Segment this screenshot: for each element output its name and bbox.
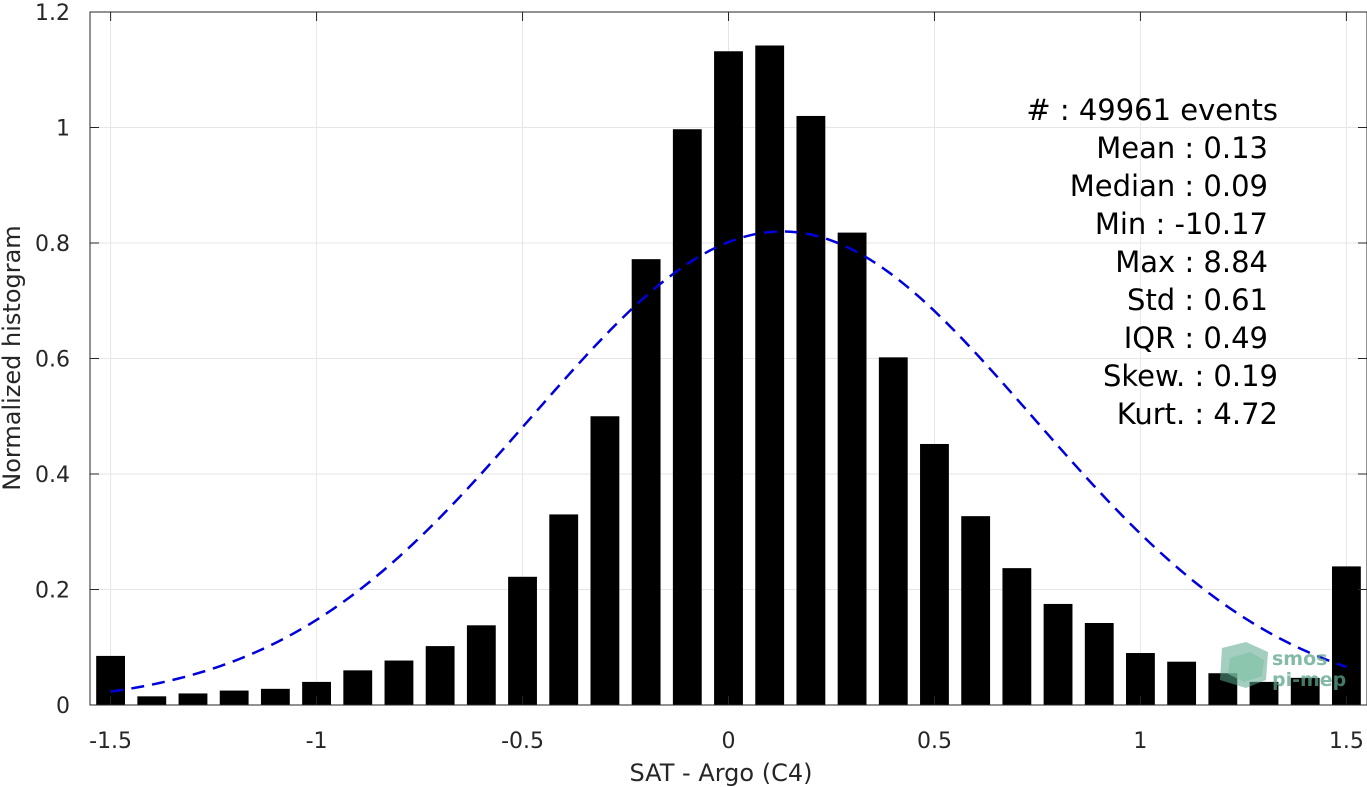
histogram-bar: [137, 696, 167, 705]
histogram-bar: [796, 115, 826, 705]
stats-line: Max : 8.84: [1115, 245, 1268, 279]
x-tick-label: 1: [1133, 729, 1147, 754]
histogram-bar: [961, 516, 991, 705]
histogram-bar: [631, 259, 661, 705]
gaussian-fit-curve: [110, 230, 1347, 693]
histogram-bar: [1249, 681, 1279, 705]
stats-line: Skew. : 0.19: [1103, 359, 1278, 393]
logo-text-pimep: pi-mep: [1272, 669, 1346, 691]
stats-line: # : 49961 events: [1026, 93, 1278, 127]
histogram-bar: [672, 129, 702, 706]
x-tick-label: -1: [306, 729, 328, 754]
histogram-bar: [549, 514, 579, 705]
axis-ticks: [90, 11, 1367, 706]
histogram-bar: [1084, 622, 1114, 705]
y-tick-label: 0: [56, 694, 70, 719]
x-tick-label: -0.5: [501, 729, 544, 754]
logo-text-smos: smos: [1272, 648, 1327, 670]
x-tick-labels: -1.5 -1 -0.5 0 0.5 1 1.5: [89, 729, 1364, 754]
x-tick-label: -1.5: [89, 729, 132, 754]
x-axis-label: SAT - Argo (C4): [630, 759, 813, 787]
histogram-bar: [425, 646, 455, 705]
y-tick-labels: 0 0.2 0.4 0.6 0.8 1 1.2: [35, 1, 70, 719]
smos-pi-mep-logo: smos pi-mep: [1220, 642, 1346, 691]
stats-line: Kurt. : 4.72: [1117, 397, 1278, 431]
bars-group: [96, 45, 1361, 706]
y-tick-label: 0.6: [35, 348, 70, 373]
stats-line: Mean : 0.13: [1096, 131, 1268, 165]
histogram-bar: [343, 670, 373, 705]
histogram-bar: [837, 232, 867, 706]
histogram-bar: [260, 688, 290, 705]
histogram-bar: [384, 660, 414, 705]
histogram-bar: [302, 681, 331, 705]
y-tick-label: 1: [56, 117, 70, 142]
stats-line: Min : -10.17: [1095, 207, 1268, 241]
histogram-bar: [878, 357, 908, 705]
histogram-bar: [755, 45, 785, 706]
histogram-bar: [920, 443, 949, 705]
x-tick-label: 1.5: [1329, 729, 1364, 754]
y-tick-label: 0.8: [35, 232, 70, 257]
stats-line: IQR : 0.49: [1124, 321, 1268, 355]
y-tick-label: 1.2: [35, 1, 70, 26]
histogram-bar: [590, 416, 620, 705]
stats-line: Std : 0.61: [1127, 283, 1268, 317]
logo-icon-fold: [1228, 652, 1264, 682]
y-tick-label: 0.2: [35, 579, 70, 604]
histogram-bar: [178, 693, 208, 705]
histogram-bar: [1043, 603, 1073, 705]
histogram-bar: [714, 51, 743, 705]
y-tick-label: 0.4: [35, 463, 70, 488]
histogram-bar: [1002, 568, 1032, 705]
histogram-bar: [1167, 661, 1197, 705]
histogram-bar: [508, 576, 537, 705]
histogram-bar: [1290, 677, 1320, 705]
y-axis-label: Normalized histogram: [0, 225, 26, 490]
histogram-bar: [1331, 566, 1361, 705]
statistics-box: # : 49961 events Mean : 0.13 Median : 0.09…: [1026, 93, 1278, 431]
x-tick-label: 0.5: [917, 729, 952, 754]
x-tick-label: 0: [722, 729, 736, 754]
stats-line: Median : 0.09: [1070, 169, 1268, 203]
histogram-bar: [219, 690, 249, 705]
histogram-bar: [466, 625, 496, 705]
